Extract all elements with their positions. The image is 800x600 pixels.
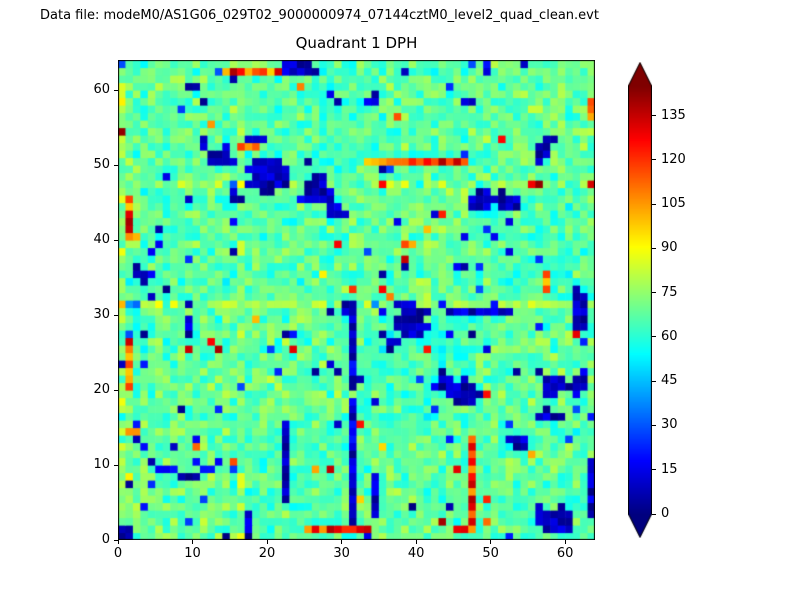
colorbar-tick-mark — [652, 292, 656, 294]
colorbar-tick-mark — [652, 424, 656, 426]
y-tick-mark — [114, 389, 118, 391]
x-tick-mark — [415, 540, 417, 544]
y-tick-label: 40 — [93, 232, 110, 247]
y-tick-label: 0 — [101, 532, 110, 547]
colorbar-tick-mark — [652, 513, 656, 515]
x-tick-label: 10 — [184, 546, 201, 561]
y-tick-label: 20 — [93, 382, 110, 397]
y-tick-mark — [114, 539, 118, 541]
x-tick-label: 30 — [333, 546, 350, 561]
x-tick-mark — [117, 540, 119, 544]
colorbar-tick-mark — [652, 247, 656, 249]
x-tick-label: 40 — [407, 546, 425, 561]
colorbar-tick-label: 90 — [661, 240, 678, 256]
y-tick-label: 50 — [93, 157, 110, 172]
y-tick-label: 30 — [93, 307, 110, 322]
colorbar — [628, 62, 652, 538]
x-tick-label: 60 — [556, 546, 574, 561]
colorbar-tick-label: 30 — [661, 417, 678, 433]
y-tick-label: 10 — [93, 457, 110, 472]
heatmap-canvas — [118, 60, 595, 540]
colorbar-tick-label: 45 — [661, 373, 678, 389]
colorbar-tick-mark — [652, 203, 656, 205]
colorbar-tick-label: 0 — [661, 506, 670, 521]
colorbar-tick-mark — [652, 115, 656, 117]
y-tick-mark — [114, 89, 118, 91]
colorbar-tick-mark — [652, 380, 656, 382]
colorbar-tick-label: 120 — [661, 151, 686, 167]
colorbar-tick-label: 75 — [661, 284, 678, 300]
colorbar-tick-mark — [652, 336, 656, 338]
x-tick-mark — [490, 540, 492, 544]
chart-title: Quadrant 1 DPH — [295, 34, 418, 52]
y-tick-mark — [114, 464, 118, 466]
y-tick-mark — [114, 164, 118, 166]
datafile-label: Data file: modeM0/AS1G06_029T02_90000009… — [40, 8, 599, 23]
colorbar-tick-label: 135 — [661, 107, 686, 123]
y-tick-mark — [114, 239, 118, 241]
x-tick-mark — [192, 540, 194, 544]
x-tick-label: 50 — [482, 546, 499, 561]
x-tick-mark — [341, 540, 343, 544]
colorbar-tick-mark — [652, 469, 656, 471]
x-tick-label: 0 — [113, 546, 123, 561]
x-tick-mark — [266, 540, 268, 544]
colorbar-tick-label: 15 — [661, 461, 678, 477]
colorbar-tick-label: 105 — [661, 196, 686, 212]
y-tick-mark — [114, 314, 118, 316]
y-tick-label: 60 — [93, 82, 110, 97]
x-tick-label: 20 — [258, 546, 276, 561]
colorbar-tick-label: 60 — [661, 328, 678, 344]
colorbar-tick-mark — [652, 159, 656, 161]
x-tick-mark — [564, 540, 566, 544]
